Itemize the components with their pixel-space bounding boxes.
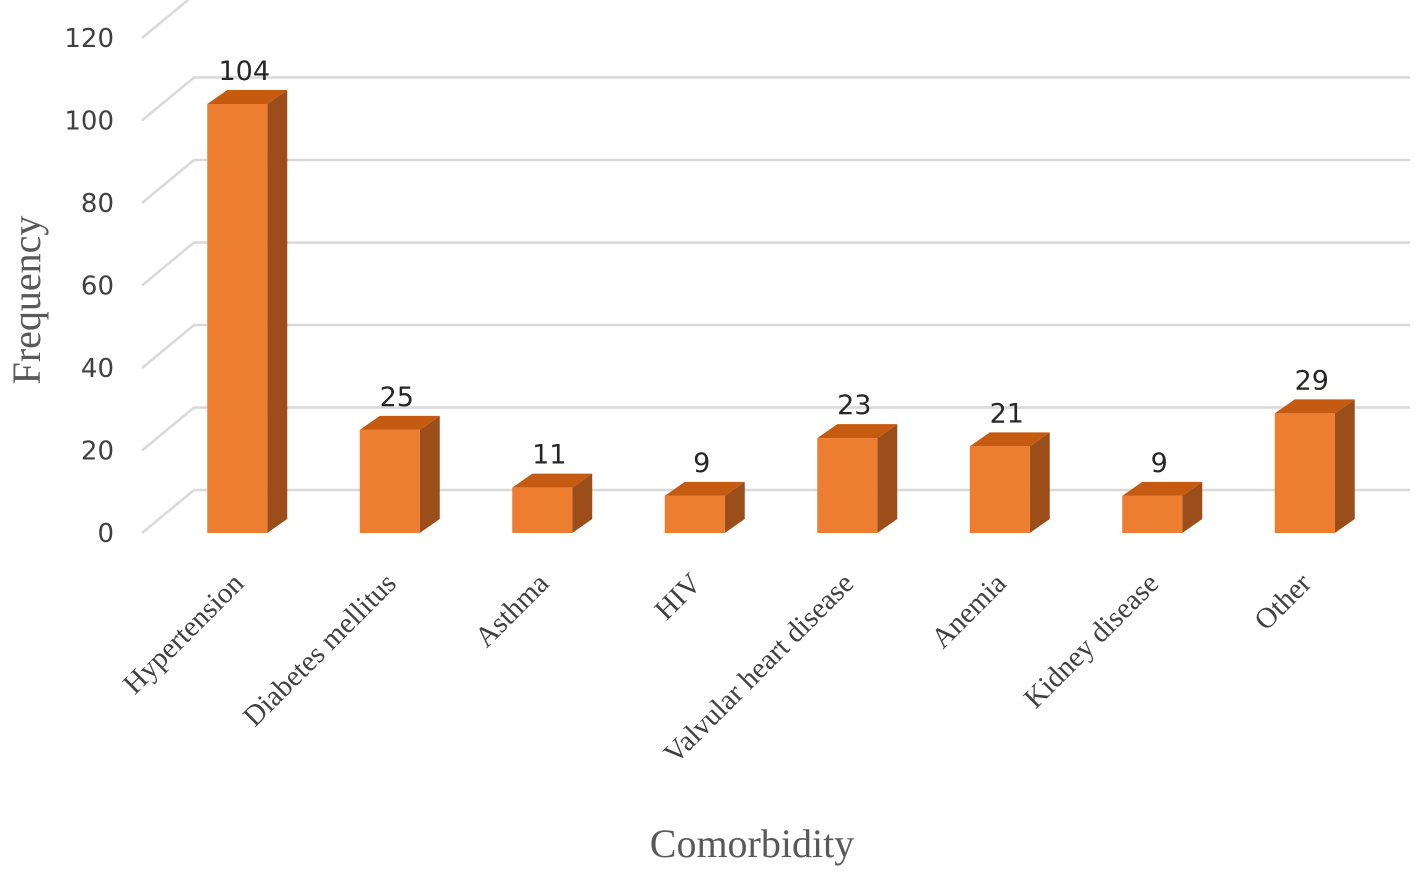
- bar: [1122, 481, 1203, 533]
- bar-front-face: [664, 495, 725, 533]
- bar-front-face: [1122, 495, 1183, 533]
- x-axis-title: Comorbidity: [650, 821, 854, 866]
- bar: [969, 432, 1050, 533]
- bar-front-face: [207, 104, 268, 533]
- y-axis-title: Frequency: [4, 216, 49, 385]
- bar: [512, 473, 593, 533]
- data-labels: 104 25 11 9 23 21 9 29: [218, 56, 1328, 479]
- bar: [817, 424, 898, 533]
- gridline: [141, 323, 1410, 369]
- bar: [359, 415, 440, 533]
- data-label: 29: [1295, 365, 1329, 396]
- bar-side-face: [1334, 399, 1355, 533]
- x-tick-label: Hypertension: [117, 567, 250, 700]
- y-tick-label: 60: [81, 272, 114, 302]
- data-label: 104: [218, 56, 270, 87]
- x-tick-label: Kidney disease: [1018, 567, 1165, 714]
- bar-top-face: [359, 415, 440, 430]
- bar: [664, 481, 745, 533]
- bar-top-face: [512, 473, 593, 488]
- gridline: [141, 488, 1410, 534]
- bar-side-face: [419, 415, 440, 533]
- bar-front-face: [1274, 413, 1335, 533]
- bar-front-face: [969, 446, 1030, 533]
- gridlines: [141, 0, 1410, 534]
- data-label: 11: [532, 440, 566, 471]
- bar-side-face: [1182, 481, 1203, 533]
- gridline: [141, 406, 1410, 452]
- bar: [207, 90, 288, 533]
- bar-top-face: [207, 90, 288, 104]
- y-tick-label: 100: [64, 107, 114, 137]
- bar-side-face: [724, 481, 745, 533]
- bar-front-face: [359, 429, 420, 533]
- x-tick-label: Asthma: [469, 567, 556, 654]
- gridline: [141, 0, 190, 39]
- bar-top-face: [817, 424, 898, 439]
- bar-top-face: [664, 481, 745, 496]
- bars: [207, 90, 1355, 533]
- gridline: [141, 158, 1410, 204]
- bar-side-face: [572, 473, 593, 533]
- data-label: 23: [837, 390, 871, 421]
- bar-side-face: [1029, 432, 1050, 533]
- bar-side-face: [877, 424, 898, 533]
- y-tick-label: 20: [81, 437, 114, 467]
- y-tick-label: 120: [64, 24, 114, 54]
- x-tick-label: HIV: [649, 567, 708, 626]
- data-label: 9: [693, 448, 710, 479]
- x-tick-label: Other: [1248, 567, 1318, 637]
- x-tick-label: Diabetes mellitus: [237, 567, 403, 733]
- bar-front-face: [512, 487, 573, 533]
- data-label: 25: [380, 382, 414, 413]
- bar-side-face: [267, 90, 288, 533]
- bar-front-face: [817, 438, 878, 533]
- y-tick-label: 40: [81, 354, 114, 384]
- bar-top-face: [1122, 481, 1203, 496]
- y-tick-label: 0: [97, 519, 114, 549]
- data-label: 21: [990, 398, 1024, 429]
- y-axis-tick-labels: 0 20 40 60 80 100 120: [64, 24, 114, 549]
- y-tick-label: 80: [81, 189, 114, 219]
- data-label: 9: [1151, 448, 1168, 479]
- gridline: [141, 76, 1410, 122]
- bar-top-face: [1274, 399, 1355, 414]
- bar-top-face: [969, 432, 1050, 447]
- bar: [1274, 399, 1355, 533]
- gridline: [141, 241, 1410, 287]
- x-tick-label: Anemia: [925, 567, 1013, 655]
